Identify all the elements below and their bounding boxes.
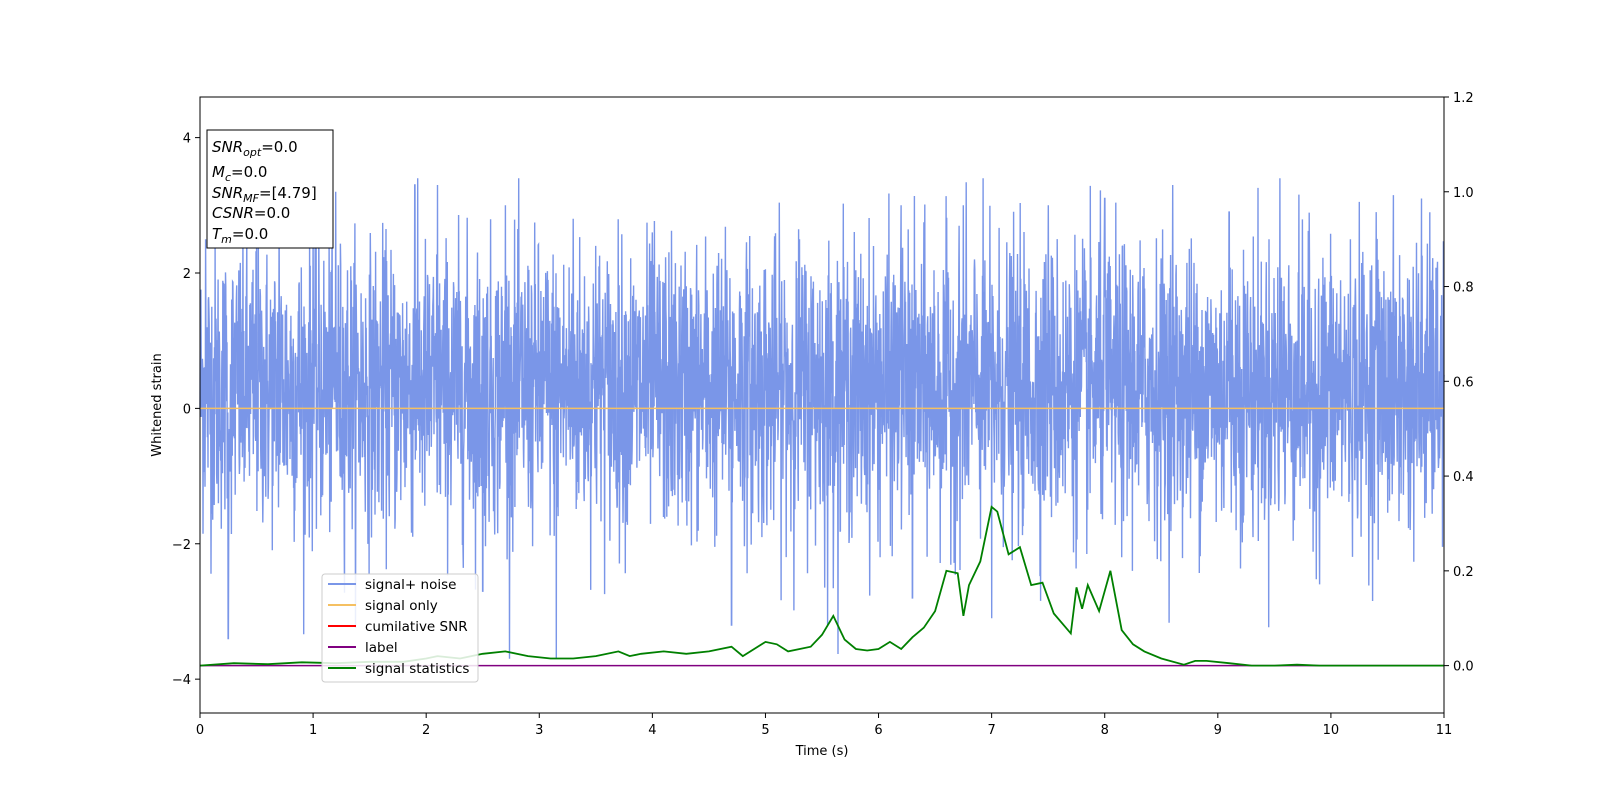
- info-box: SNRopt=0.0 Mc=0.0 SNRMF=[4.79] CSNR=0.0 …: [206, 129, 334, 249]
- y-tick-label: 2: [183, 267, 191, 282]
- series-signal-statistics-line: [199, 505, 1444, 667]
- x-tick-label: 4: [648, 723, 656, 738]
- legend-entry-signal-statistics: signal statistics: [365, 661, 469, 677]
- x-tick-label: 5: [761, 723, 769, 738]
- y2-tick-label: 0.6: [1453, 375, 1474, 390]
- x-tick-label: 3: [535, 723, 543, 738]
- x-tick-label: 1: [309, 723, 317, 738]
- y2-tick-label: 1.0: [1453, 186, 1474, 201]
- legend-entry-signal-noise: signal+ noise: [365, 577, 456, 593]
- legend-entry-signal-only: signal only: [365, 598, 438, 614]
- x-tick-label: 11: [1436, 723, 1453, 738]
- y-tick-label: −4: [172, 673, 191, 688]
- x-tick-label: 0: [196, 723, 204, 738]
- y2-tick-label: 1.2: [1453, 91, 1474, 106]
- legend-entry-label: label: [365, 640, 398, 656]
- y-tick-label: −2: [172, 538, 191, 553]
- legend-entry-cumulative-snr: cumilative SNR: [365, 619, 468, 635]
- info-snr-opt: SNRopt=0.0: [212, 138, 298, 159]
- info-tm: Tm=0.0: [212, 225, 268, 246]
- y-tick-label: 0: [183, 402, 191, 417]
- x-tick-label: 9: [1214, 723, 1222, 738]
- x-tick-label: 7: [987, 723, 995, 738]
- info-snr-mf: SNRMF=[4.79]: [212, 184, 317, 205]
- y-axis-right: 0.0 0.2 0.4 0.6 0.8 1.0 1.2: [1444, 91, 1474, 675]
- y2-tick-label: 0.0: [1453, 660, 1474, 675]
- legend-frame: [321, 573, 479, 683]
- y2-tick-label: 0.4: [1453, 470, 1474, 485]
- plot-frame: [199, 96, 1445, 714]
- y-tick-label: 4: [183, 132, 191, 147]
- x-tick-label: 10: [1323, 723, 1340, 738]
- x-tick-label: 8: [1101, 723, 1109, 738]
- info-mc: Mc=0.0: [212, 163, 267, 184]
- x-axis-label: Time (s): [795, 744, 849, 759]
- noise-series: [199, 178, 1445, 659]
- y2-tick-label: 0.2: [1453, 565, 1474, 580]
- x-axis: 0 1 2 3 4 5 6 7 8 9 10 11: [196, 713, 1452, 738]
- legend: signal+ noise signal only cumilative SNR…: [321, 573, 479, 683]
- y-axis-left: −4 −2 0 2 4: [172, 132, 200, 688]
- x-tick-label: 6: [874, 723, 882, 738]
- y-axis-label: Whitened strain: [150, 353, 165, 456]
- info-box-frame: [206, 129, 334, 249]
- x-tick-label: 2: [422, 723, 430, 738]
- series-signal-noise-line: [199, 178, 1445, 659]
- info-csnr: CSNR=0.0: [212, 204, 290, 222]
- y2-tick-label: 0.8: [1453, 281, 1474, 296]
